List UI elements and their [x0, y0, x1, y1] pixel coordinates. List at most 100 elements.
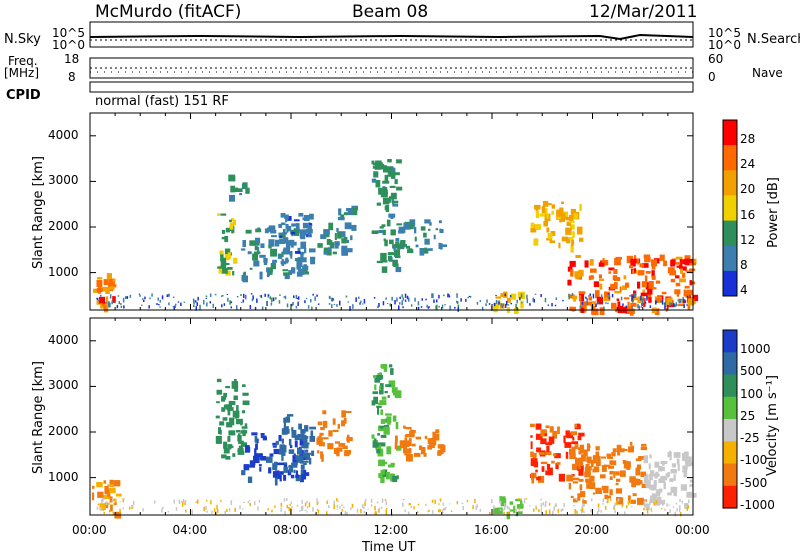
scatter-cell [320, 234, 327, 239]
ground-scatter-cell [333, 303, 336, 306]
scatter-cell [240, 248, 246, 251]
scatter-cell [396, 186, 403, 191]
scatter-cell [96, 482, 103, 488]
scatter-cell [303, 442, 310, 445]
scatter-cell [646, 473, 649, 482]
scatter-cell [392, 203, 399, 207]
ground-scatter-cell [649, 305, 652, 308]
ground-scatter-cell [544, 297, 547, 303]
scatter-cell [225, 270, 231, 276]
scatter-cell [558, 473, 565, 482]
scatter-cell [374, 384, 377, 391]
scatter-cell [540, 429, 547, 437]
scatter-cell [300, 429, 306, 434]
ground-scatter-cell [428, 509, 430, 512]
scatter-cell [603, 487, 609, 494]
scatter-cell [602, 258, 605, 263]
scatter-cell [242, 392, 249, 396]
scatter-cell [653, 479, 657, 488]
scatter-cell [645, 503, 650, 511]
ground-scatter-cell [421, 298, 423, 301]
ground-scatter-cell [649, 499, 651, 502]
ground-scatter-cell [502, 303, 504, 306]
scatter-cell [388, 380, 396, 388]
scatter-cell [278, 223, 283, 228]
scatter-cell [608, 466, 614, 469]
ground-scatter-cell [561, 508, 564, 511]
ground-scatter-cell [607, 293, 610, 295]
ground-scatter-cell [678, 299, 680, 304]
freq-tick-high: 18 [64, 52, 80, 66]
noise-search-line [89, 33, 694, 41]
scatter-cell [287, 428, 290, 434]
ground-scatter-cell [349, 306, 351, 311]
scatter-cell [323, 229, 330, 235]
scatter-cell [394, 442, 398, 450]
ground-scatter-cell [351, 504, 354, 506]
ground-scatter-cell [604, 505, 607, 510]
ground-scatter-cell [631, 300, 634, 303]
power-cbar-tick-label: 4 [740, 282, 748, 297]
scatter-cell [225, 227, 230, 233]
scatter-cell [651, 487, 655, 491]
scatter-cell [682, 465, 688, 470]
ground-scatter-cell [211, 510, 213, 514]
ground-scatter-cell [613, 504, 615, 509]
ground-scatter-cell [120, 303, 122, 305]
scatter-cell [103, 305, 107, 311]
scatter-cell [601, 260, 609, 266]
scatter-cell [334, 233, 337, 241]
ground-scatter-cell [461, 502, 464, 505]
ground-scatter-cell [213, 508, 216, 513]
scatter-cell [309, 426, 316, 430]
ground-scatter-cell [465, 298, 467, 302]
velocity-cbar-tick-label: 500 [740, 364, 763, 379]
power-cbar-frame [722, 119, 738, 297]
ground-scatter-cell [141, 304, 143, 306]
ground-scatter-cell [286, 504, 289, 509]
scatter-cell [242, 400, 250, 406]
scatter-cell [558, 242, 561, 249]
ground-scatter-cell [306, 500, 308, 504]
scatter-cell [595, 446, 600, 451]
scatter-cell [432, 433, 440, 441]
scatter-cell [303, 439, 306, 444]
scatter-cell [306, 229, 313, 234]
scatter-cell [568, 237, 574, 240]
scatter-cell [415, 436, 422, 440]
power-cbar-tick-label: 8 [740, 257, 748, 272]
scatter-cell [574, 271, 582, 278]
ground-scatter-cell [409, 503, 411, 505]
ground-scatter-cell [442, 509, 444, 514]
scatter-cell [569, 448, 576, 455]
ground-scatter-cell [385, 297, 387, 300]
scatter-cell [493, 507, 500, 515]
ground-scatter-cell [520, 498, 522, 500]
power-cbar-tick-label: 16 [740, 207, 756, 222]
scatter-cell [611, 302, 617, 309]
scatter-cell [249, 240, 257, 246]
ground-scatter-cell [634, 293, 637, 298]
scatter-cell [513, 505, 516, 514]
ground-scatter-cell [199, 304, 201, 310]
scatter-cell [280, 261, 287, 265]
ground-scatter-cell [432, 510, 434, 514]
ground-scatter-cell [443, 294, 445, 297]
ground-scatter-cell [230, 306, 232, 309]
scatter-cell [586, 443, 590, 452]
ground-scatter-cell [535, 505, 537, 509]
scatter-cell [288, 449, 295, 454]
scatter-cell [309, 457, 312, 465]
scatter-cell [580, 450, 585, 454]
ground-scatter-cell [589, 293, 591, 296]
scatter-cell [600, 474, 606, 479]
scatter-cell [657, 496, 662, 504]
ground-scatter-cell [644, 301, 647, 304]
scatter-cell [266, 456, 273, 463]
scatter-cell [592, 492, 595, 495]
scatter-cell [630, 445, 635, 450]
scatter-cell [245, 187, 250, 194]
scatter-cell [293, 453, 296, 456]
scatter-cell [385, 384, 392, 387]
scatter-cell [532, 454, 537, 461]
